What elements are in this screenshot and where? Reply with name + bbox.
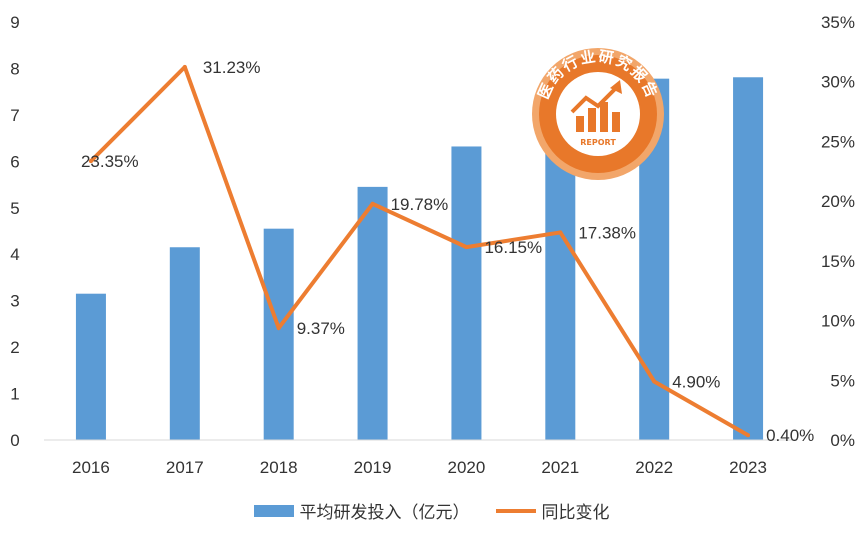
right-axis: 0% 5% 10% 15% 20% 25% 30% 35% — [821, 13, 855, 450]
line-data-label: 19.78% — [391, 195, 449, 214]
left-axis-tick: 0 — [10, 431, 19, 450]
line-point — [558, 230, 563, 235]
left-axis-tick: 5 — [10, 199, 19, 218]
growth-chart-icon — [570, 80, 622, 132]
right-axis-tick: 0% — [830, 431, 855, 450]
line-point — [652, 379, 657, 384]
right-axis-tick: 25% — [821, 132, 855, 151]
line-series — [88, 65, 751, 438]
legend-label-line: 同比变化 — [541, 503, 610, 522]
left-axis-tick: 7 — [10, 106, 19, 125]
x-axis-tick: 2017 — [166, 458, 204, 477]
line-data-label: 4.90% — [672, 372, 720, 391]
bar — [75, 293, 106, 440]
left-axis-tick: 8 — [10, 59, 19, 78]
bar — [451, 146, 482, 440]
left-axis-tick: 2 — [10, 338, 19, 357]
right-axis-tick: 5% — [830, 371, 855, 390]
line-point — [276, 326, 281, 331]
x-axis-tick: 2020 — [448, 458, 486, 477]
legend-swatch-bar — [253, 504, 294, 517]
watermark-logo: 医药行业研究报告 REPORT — [532, 47, 664, 180]
right-axis-tick: 10% — [821, 312, 855, 331]
left-axis-tick: 4 — [10, 245, 19, 264]
bar — [733, 77, 764, 440]
line-point — [182, 65, 187, 70]
bar — [357, 186, 388, 440]
line-path — [89, 65, 750, 437]
x-axis-tick: 2023 — [729, 458, 767, 477]
right-axis-tick: 15% — [821, 252, 855, 271]
legend-item-line: 同比变化 — [495, 498, 610, 523]
x-axis-tick: 2019 — [354, 458, 392, 477]
left-axis-tick: 3 — [10, 292, 19, 311]
watermark-badge-text: REPORT — [580, 138, 616, 147]
bar-series — [75, 77, 764, 440]
x-axis-tick: 2016 — [72, 458, 110, 477]
line-data-labels: 23.35% 31.23% 9.37% 19.78% 16.15% 17.38% 4.90%… — [81, 58, 814, 445]
bar — [263, 228, 294, 440]
line-point — [464, 245, 469, 250]
right-axis-tick: 30% — [821, 73, 855, 92]
line-point — [88, 159, 93, 164]
legend-item-bar: 平均研发投入（亿元） — [253, 498, 470, 523]
line-data-label: 16.15% — [484, 238, 542, 257]
line-data-label: 0.40% — [766, 426, 814, 445]
x-axis-tick: 2021 — [541, 458, 579, 477]
x-axis-tick: 2018 — [260, 458, 298, 477]
line-data-label: 31.23% — [203, 58, 261, 77]
left-axis-tick: 1 — [10, 385, 19, 404]
line-point — [370, 201, 375, 206]
right-axis-tick: 35% — [821, 13, 855, 32]
x-axis: 2016 2017 2018 2019 2020 2021 2022 2023 — [72, 458, 767, 477]
line-data-label: 23.35% — [81, 152, 139, 171]
left-axis-tick: 6 — [10, 152, 19, 171]
line-data-label: 9.37% — [297, 319, 345, 338]
x-axis-tick: 2022 — [635, 458, 673, 477]
right-axis-tick: 20% — [821, 192, 855, 211]
legend-swatch-line — [495, 508, 536, 513]
legend: 平均研发投入（亿元） 同比变化 — [0, 498, 863, 523]
left-axis: 0 1 2 3 4 5 6 7 8 9 — [10, 13, 19, 450]
line-data-label: 17.38% — [578, 223, 636, 242]
line-point — [746, 433, 751, 438]
bar — [169, 247, 200, 440]
left-axis-tick: 9 — [10, 13, 19, 32]
legend-label-bar: 平均研发投入（亿元） — [299, 503, 470, 522]
